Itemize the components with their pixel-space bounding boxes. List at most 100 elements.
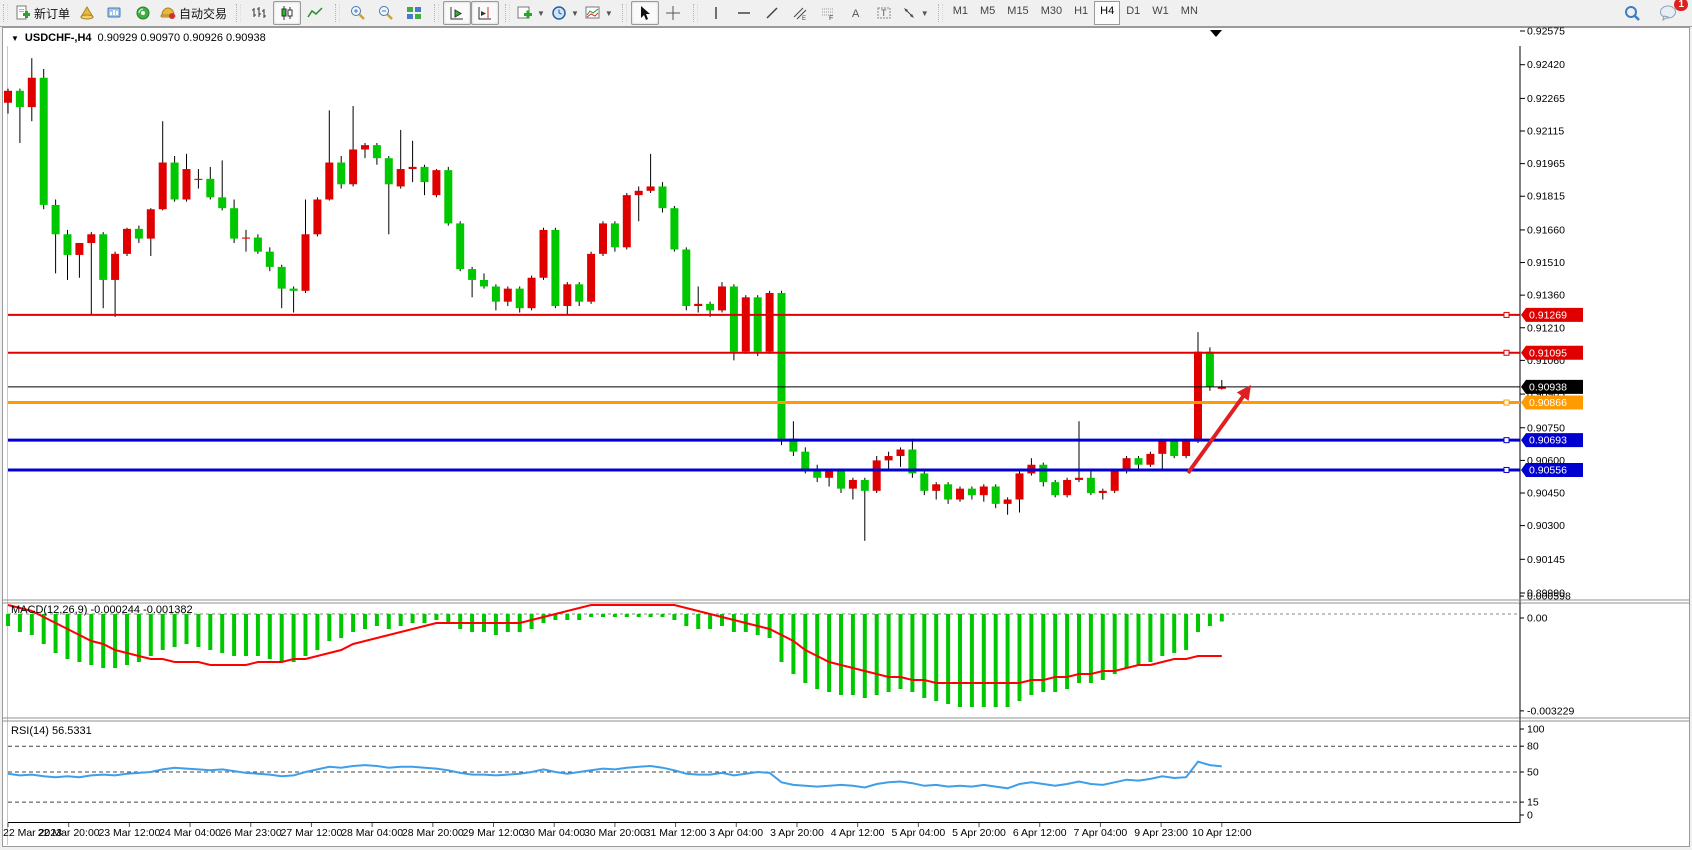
chart-shift-button[interactable]	[471, 1, 500, 25]
candle-down	[658, 186, 667, 209]
vertical-line-icon	[709, 5, 723, 21]
candle-down	[99, 234, 108, 280]
candle-up	[158, 162, 167, 210]
timeframe-button-m30[interactable]: M30	[1040, 5, 1063, 17]
tile-windows-button[interactable]	[400, 1, 428, 25]
candle-up	[1015, 473, 1024, 500]
svg-text:E: E	[802, 16, 806, 21]
timeframe-button-mn[interactable]: MN	[1180, 5, 1198, 17]
horizontal-line-tool-button[interactable]	[730, 1, 758, 25]
candle-down	[670, 208, 679, 250]
crosshair-button[interactable]	[659, 1, 687, 25]
toolbar-right: 1	[1618, 0, 1692, 25]
timeframe-button-h4[interactable]: H4	[1094, 1, 1121, 25]
indicators-button[interactable]: ▼	[514, 1, 548, 25]
svg-text:0.90450: 0.90450	[1527, 487, 1565, 499]
candlestick-type-button[interactable]	[273, 1, 302, 25]
auto-scroll-button[interactable]	[443, 1, 472, 25]
timeframe-button-m1[interactable]: M1	[952, 5, 968, 17]
candlestick-type-icon	[279, 5, 295, 21]
candle-down	[920, 473, 929, 491]
rsi-line	[7, 760, 1222, 790]
candle-up	[313, 199, 322, 235]
price-axis[interactable]: 0.92575 0.92420 0.92265 0.92115 0.91965 0.918…	[1520, 26, 1565, 600]
candle-up	[932, 484, 941, 491]
candle-down	[1205, 351, 1214, 387]
candle-up	[884, 456, 893, 461]
text-tool-button[interactable]: A	[842, 1, 870, 25]
periods-button[interactable]: ▼	[548, 1, 582, 25]
candle-up	[1098, 490, 1107, 493]
timeframe-button-d1[interactable]: D1	[1126, 5, 1141, 17]
line-handle[interactable]	[1503, 466, 1510, 473]
timeframe-button-m15[interactable]: M15	[1007, 5, 1029, 17]
chat-bubble-icon	[1659, 5, 1677, 22]
macd-indicator-label: MACD(12,26,9) -0.000244 -0.001382	[11, 604, 193, 616]
candle-up	[694, 303, 703, 307]
notifications-button[interactable]: 1	[1654, 0, 1688, 25]
candle-up	[956, 488, 964, 500]
line-chart-type-button[interactable]	[301, 1, 329, 25]
macd-histogram	[6, 614, 1224, 707]
bar-chart-type-button[interactable]	[245, 1, 273, 25]
candle-down	[230, 208, 239, 239]
crosshair-icon	[665, 5, 681, 21]
search-button[interactable]	[1618, 1, 1646, 25]
candle-down	[1051, 482, 1060, 496]
vertical-line-tool-button[interactable]	[702, 1, 730, 25]
candle-up	[1075, 477, 1083, 480]
signals-icon	[135, 5, 151, 21]
candle-up	[349, 149, 358, 185]
new-order-label: 新订单	[34, 6, 71, 21]
dropdown-arrow-icon: ▼	[604, 8, 613, 18]
svg-text:3 Apr 20:00: 3 Apr 20:00	[770, 827, 824, 839]
candle-up	[599, 223, 607, 254]
svg-text:0.92420: 0.92420	[1527, 59, 1565, 71]
candle-up	[75, 242, 84, 255]
zoom-out-button[interactable]	[372, 1, 400, 25]
timeframe-button-h1[interactable]: H1	[1074, 5, 1089, 17]
svg-text:0.90866: 0.90866	[1529, 397, 1567, 409]
candle-down	[444, 170, 453, 224]
fibonacci-icon: F	[820, 5, 836, 22]
line-chart-type-icon	[307, 5, 323, 21]
toolbar-group-zoom	[332, 0, 431, 26]
candle-down	[206, 178, 215, 198]
candle-up	[741, 297, 750, 352]
trend-arrow-annotation[interactable]	[1186, 385, 1251, 475]
cursor-button[interactable]	[630, 1, 659, 25]
candle-down	[51, 204, 60, 235]
auto-trading-button[interactable]: 自动交易	[157, 1, 230, 25]
svg-text:24 Mar 04:00: 24 Mar 04:00	[159, 827, 221, 839]
fibonacci-tool-button[interactable]: F	[814, 1, 842, 25]
zoom-in-button[interactable]	[344, 1, 372, 25]
candle-down	[944, 484, 953, 500]
candle-up	[325, 162, 334, 200]
svg-text:0.92575: 0.92575	[1527, 26, 1565, 38]
tile-windows-icon	[406, 5, 422, 21]
candle-up	[622, 195, 631, 248]
line-handle[interactable]	[1503, 311, 1510, 318]
text-label-tool-button[interactable]: T	[870, 1, 898, 25]
new-order-button[interactable]: 新订单	[12, 1, 73, 25]
candle-down	[860, 479, 869, 491]
candle-down	[289, 288, 298, 291]
timeframe-button-m5[interactable]: M5	[980, 5, 996, 17]
line-handle[interactable]	[1503, 399, 1510, 406]
signals-button[interactable]	[129, 1, 157, 25]
profiles-button[interactable]	[73, 1, 101, 25]
line-handle[interactable]	[1503, 349, 1510, 356]
trendline-tool-button[interactable]	[758, 1, 786, 25]
candle-down	[15, 90, 24, 108]
equidistant-channel-tool-button[interactable]: E	[786, 1, 814, 25]
timeframe-button-w1[interactable]: W1	[1152, 5, 1169, 17]
market-watch-button[interactable]	[101, 1, 129, 25]
candle-down	[729, 286, 738, 352]
chart-title-bar[interactable]: ▼ USDCHF-,H4 0.90929 0.90970 0.90926 0.9…	[11, 31, 266, 45]
templates-button[interactable]: ▼	[582, 1, 616, 25]
arrows-tool-button[interactable]: ▼	[898, 1, 932, 25]
svg-text:0.91510: 0.91510	[1527, 257, 1565, 269]
line-handle[interactable]	[1503, 437, 1510, 444]
